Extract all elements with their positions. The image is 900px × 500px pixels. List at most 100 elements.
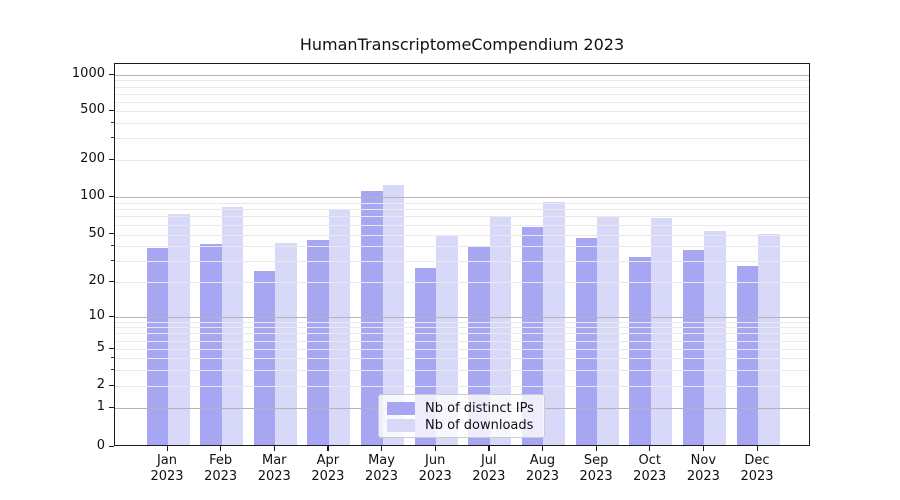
minor-gridline-800	[115, 86, 809, 88]
y-axis-minor-tick-30	[111, 259, 114, 261]
minor-gridline-60	[115, 224, 809, 226]
x-axis-tick-label-year: 2023	[472, 469, 506, 484]
minor-gridline-90	[115, 202, 809, 204]
x-axis-tick-label-year: 2023	[633, 469, 667, 484]
minor-gridline-9	[115, 321, 809, 323]
x-axis-tick-jun	[434, 446, 436, 451]
y-axis-tick-label-1000: 1000	[71, 66, 105, 81]
minor-gridline-200	[115, 160, 809, 161]
x-axis-tick-label-year: 2023	[579, 469, 613, 484]
x-axis-tick-oct	[649, 446, 651, 451]
bar-nb-of-downloads-nov	[704, 231, 726, 445]
bar-nb-of-downloads-jun	[436, 235, 458, 445]
grid-layer	[115, 64, 809, 445]
major-gridline-1000	[115, 75, 809, 76]
x-axis-tick-label-apr: Apr 2023	[300, 453, 356, 485]
x-axis-tick-label-feb: Feb 2023	[193, 453, 249, 485]
x-axis-tick-aug	[541, 446, 544, 451]
x-axis-tick-label-year: 2023	[257, 469, 291, 484]
y-axis-tick-label-10: 10	[88, 308, 105, 323]
minor-gridline-50	[115, 234, 809, 236]
major-gridline-10	[115, 317, 809, 318]
y-axis-minor-tick-300	[111, 137, 114, 139]
x-axis-tick-label-may: May 2023	[354, 453, 410, 485]
x-axis-tick-may	[381, 446, 383, 451]
x-axis-tick-label-year: 2023	[418, 469, 452, 484]
bar-nb-of-distinct-ips-mar	[253, 270, 276, 445]
x-axis-tick-label-dec: Dec 2023	[729, 453, 785, 485]
minor-gridline-6	[115, 340, 809, 342]
x-axis-tick-label-mar: Mar 2023	[246, 453, 302, 485]
x-axis-tick-dec	[756, 446, 758, 451]
legend-label-downloads: Nb of downloads	[425, 417, 534, 433]
y-axis-tick-label-50: 50	[88, 225, 105, 241]
x-axis-tick-label-jan: Jan 2023	[139, 453, 195, 485]
y-axis-tick-5	[109, 347, 114, 349]
minor-gridline-500	[115, 111, 809, 112]
bar-nb-of-downloads-aug	[543, 201, 565, 445]
x-axis-tick-nov	[702, 446, 705, 451]
minor-gridline-400	[115, 122, 809, 124]
minor-gridline-80	[115, 209, 809, 211]
y-axis-tick-label-20: 20	[88, 273, 105, 288]
major-gridline-100	[115, 197, 809, 198]
x-axis-tick-apr	[327, 446, 329, 451]
x-axis-tick-label-year: 2023	[740, 469, 774, 484]
x-axis-tick-label-nov: Nov 2023	[675, 453, 731, 485]
bar-nb-of-downloads-dec	[758, 233, 780, 445]
minor-gridline-8	[115, 327, 809, 329]
y-axis-tick-label-500: 500	[80, 102, 105, 117]
y-axis-tick-label-1: 1	[96, 399, 105, 414]
x-axis-tick-label-year: 2023	[311, 469, 345, 484]
legend-swatch-downloads	[387, 418, 415, 432]
minor-gridline-40	[115, 246, 809, 248]
minor-gridline-700	[115, 93, 809, 95]
y-axis-tick-1	[109, 406, 114, 408]
x-axis-tick-sep	[595, 446, 597, 451]
x-axis-tick-label-oct: Oct 2023	[622, 453, 678, 485]
legend-entry-downloads: Nb of downloads	[387, 417, 536, 433]
bar-nb-of-distinct-ips-jan	[146, 248, 168, 445]
x-axis-tick-label-jul: Jul 2023	[461, 453, 517, 485]
bar-nb-of-downloads-may	[382, 185, 405, 445]
minor-gridline-2	[115, 386, 809, 387]
x-axis-tick-feb	[220, 446, 222, 451]
minor-gridline-600	[115, 101, 809, 103]
minor-gridline-5	[115, 349, 809, 350]
legend: Nb of distinct IPs Nb of downloads	[378, 394, 545, 438]
y-axis-tick-2	[109, 384, 114, 386]
bar-nb-of-distinct-ips-nov	[682, 249, 705, 445]
minor-gridline-70	[115, 216, 809, 218]
legend-entry-distinct-ips: Nb of distinct IPs	[387, 400, 536, 416]
y-axis-minor-tick-40	[111, 245, 114, 247]
legend-swatch-distinct-ips	[387, 401, 415, 415]
bar-nb-of-distinct-ips-apr	[307, 240, 329, 445]
x-axis-tick-label-aug: Aug 2023	[514, 453, 570, 485]
x-axis-tick-label-year: 2023	[686, 469, 720, 484]
x-axis-tick-label-year: 2023	[525, 469, 559, 484]
y-axis-tick-100	[109, 195, 114, 197]
minor-gridline-7	[115, 333, 809, 335]
minor-gridline-3	[115, 369, 809, 371]
bar-nb-of-downloads-sep	[597, 217, 619, 445]
bar-nb-of-downloads-mar	[275, 242, 297, 445]
bar-nb-of-downloads-feb	[221, 207, 244, 445]
y-axis-tick-20	[109, 280, 114, 282]
x-axis-tick-label-jun: Jun 2023	[407, 453, 463, 485]
x-axis-tick-jan	[166, 446, 168, 451]
minor-gridline-20	[115, 282, 809, 283]
legend-label-distinct-ips: Nb of distinct IPs	[425, 400, 534, 416]
minor-gridline-4	[115, 358, 809, 359]
y-axis-minor-tick-400	[111, 121, 114, 123]
y-axis-tick-1000	[109, 73, 114, 75]
minor-gridline-900	[115, 80, 809, 82]
x-axis-tick-jul	[488, 446, 490, 451]
x-axis-tick-label-year: 2023	[150, 469, 184, 484]
minor-gridline-30	[115, 260, 809, 262]
y-axis-tick-label-5: 5	[96, 340, 105, 355]
y-axis-tick-label-0: 0	[96, 438, 105, 453]
bar-nb-of-distinct-ips-dec	[736, 266, 758, 445]
bar-nb-of-downloads-jul	[489, 217, 512, 445]
y-axis-tick-label-200: 200	[80, 151, 105, 166]
